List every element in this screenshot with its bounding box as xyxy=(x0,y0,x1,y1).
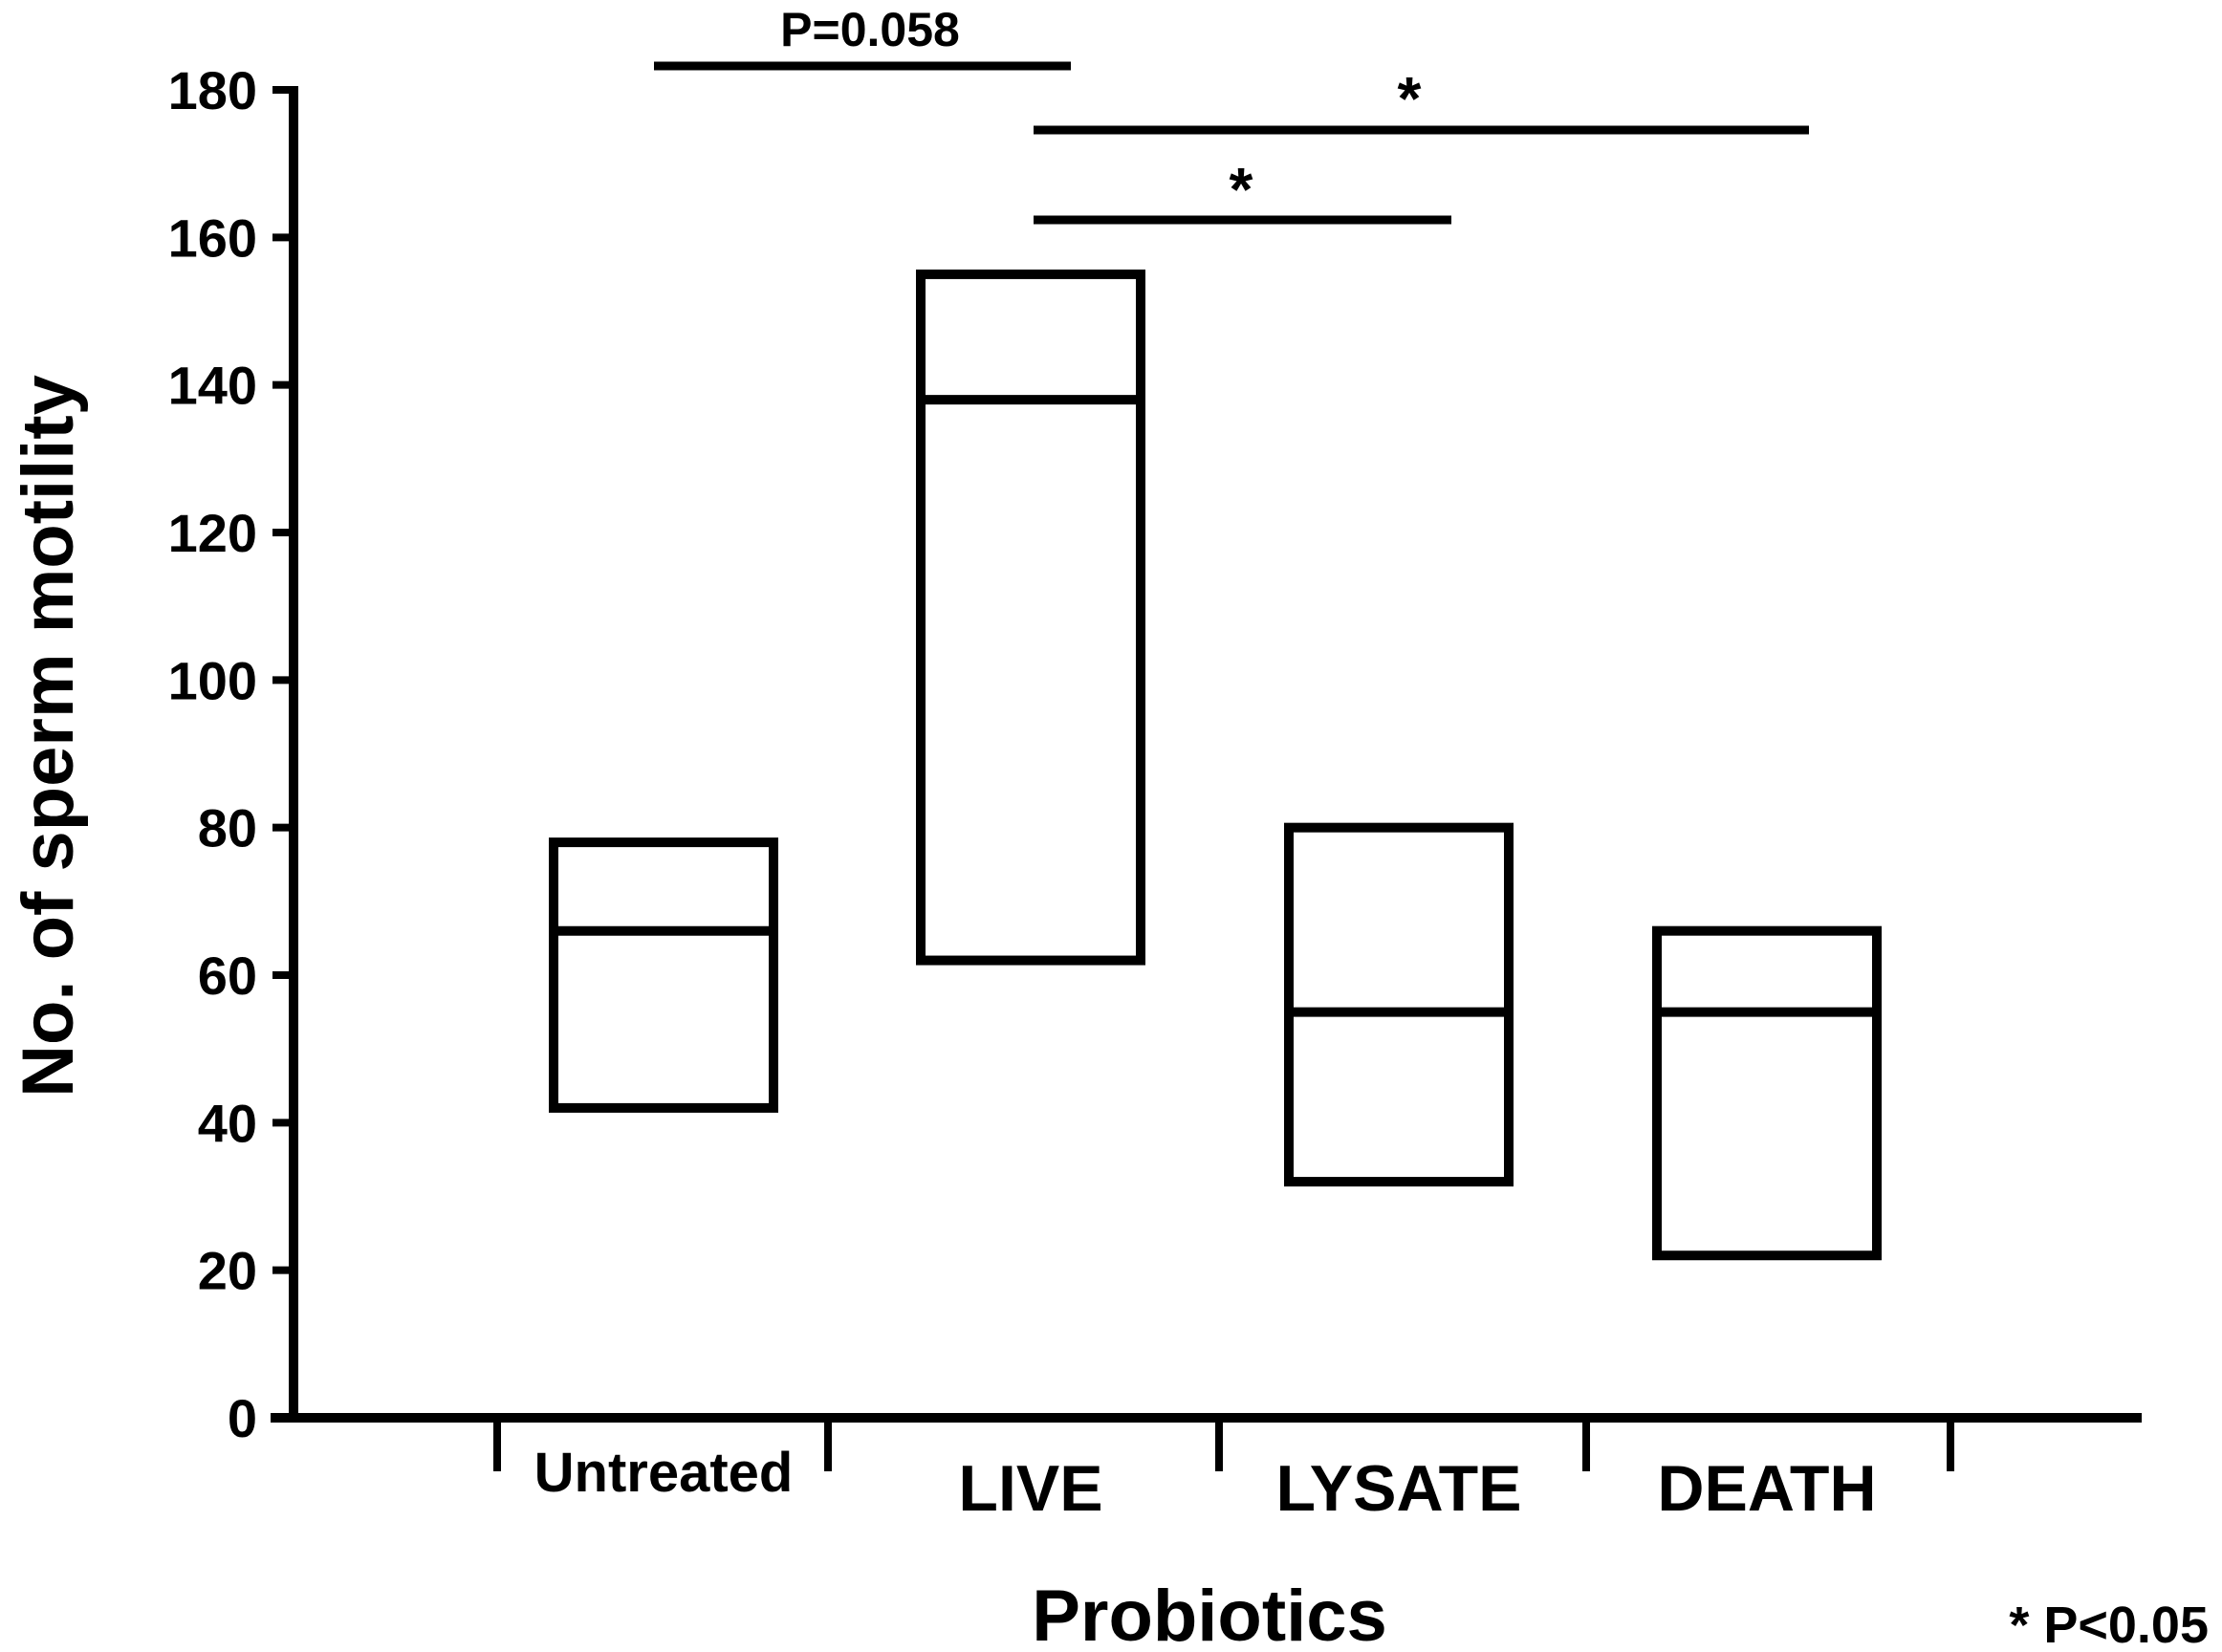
y-axis: 0 20 40 60 80 100 120 140 160 180 xyxy=(168,60,298,1448)
y-tick-label: 160 xyxy=(168,207,257,268)
y-tick-label: 120 xyxy=(168,503,257,563)
significance-footnote: * P<0.05 xyxy=(2009,1597,2209,1652)
significance-bracket: P=0.058 xyxy=(654,3,1071,71)
box-death xyxy=(1652,925,1882,1261)
box-rect xyxy=(1652,925,1882,1261)
y-tick-label: 80 xyxy=(198,798,257,859)
bracket-label: P=0.058 xyxy=(780,3,960,56)
y-tick-label: 140 xyxy=(168,356,257,416)
box-live xyxy=(916,269,1145,966)
box-rect xyxy=(916,269,1145,966)
bracket-label: * xyxy=(1230,155,1253,224)
significance-brackets: P=0.058 * * xyxy=(654,3,1809,225)
x-category-label: LYSATE xyxy=(1276,1452,1522,1525)
y-tick-label: 40 xyxy=(198,1093,257,1153)
boxes xyxy=(549,269,1882,1261)
y-tick-label: 0 xyxy=(228,1388,257,1448)
y-tick-label: 20 xyxy=(198,1241,257,1301)
box-lysate xyxy=(1284,822,1514,1187)
x-axis-title: Probiotics xyxy=(1032,1576,1387,1652)
box-rect xyxy=(549,837,778,1113)
y-tick-label: 60 xyxy=(198,946,257,1006)
significance-bracket: * xyxy=(1034,155,1451,225)
y-axis-title: No. of sperm motility xyxy=(8,375,89,1098)
box-untreated xyxy=(549,837,778,1113)
x-category-label: DEATH xyxy=(1657,1452,1876,1525)
x-category-label: Untreated xyxy=(534,1442,794,1504)
significance-bracket: * xyxy=(1034,64,1809,135)
x-axis: Untreated LIVE LYSATE DEATH xyxy=(271,1413,2142,1525)
y-tick-label: 180 xyxy=(168,60,257,120)
box-rect xyxy=(1284,822,1514,1187)
y-tick-label: 100 xyxy=(168,650,257,710)
bracket-label: * xyxy=(1398,64,1422,133)
x-category-label: LIVE xyxy=(958,1452,1102,1525)
